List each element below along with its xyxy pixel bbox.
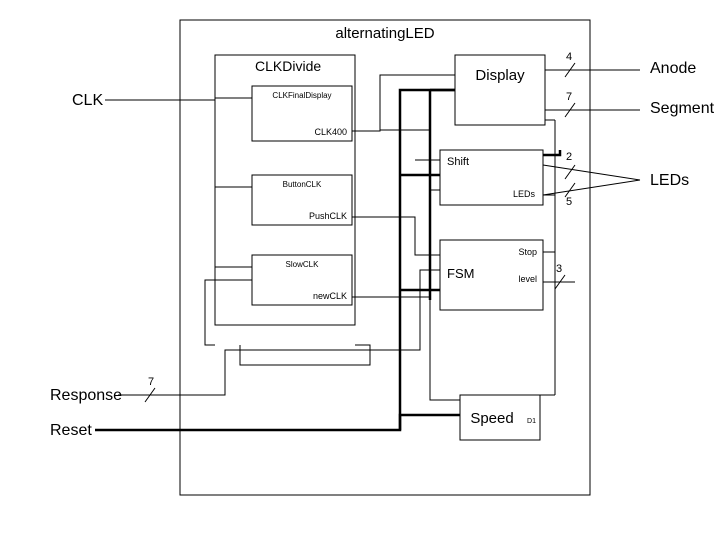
svg-text:Response: Response — [50, 387, 122, 404]
svg-text:CLK400: CLK400 — [314, 127, 347, 137]
svg-text:alternatingLED: alternatingLED — [335, 25, 434, 42]
svg-text:3: 3 — [556, 263, 562, 275]
svg-text:LEDs: LEDs — [650, 172, 689, 189]
svg-text:Stop: Stop — [518, 247, 537, 257]
svg-text:5: 5 — [566, 196, 572, 208]
svg-text:newCLK: newCLK — [313, 291, 347, 301]
svg-text:D1: D1 — [527, 418, 536, 425]
svg-text:PushCLK: PushCLK — [309, 211, 347, 221]
svg-text:Shift: Shift — [447, 156, 469, 168]
svg-text:7: 7 — [566, 91, 572, 103]
svg-text:CLK: CLK — [72, 92, 103, 109]
svg-text:CLKFinalDisplay: CLKFinalDisplay — [272, 91, 331, 100]
svg-text:2: 2 — [566, 151, 572, 163]
svg-text:level: level — [518, 274, 537, 284]
svg-text:4: 4 — [566, 51, 572, 63]
svg-text:LEDs: LEDs — [513, 189, 536, 199]
svg-text:Speed: Speed — [470, 410, 513, 427]
svg-text:FSM: FSM — [447, 266, 474, 281]
svg-text:Reset: Reset — [50, 422, 92, 439]
svg-text:ButtonCLK: ButtonCLK — [283, 180, 322, 189]
svg-text:7: 7 — [148, 376, 154, 388]
svg-text:CLKDivide: CLKDivide — [255, 58, 321, 74]
svg-text:Display: Display — [475, 67, 525, 84]
svg-text:Anode: Anode — [650, 60, 696, 77]
svg-text:SlowCLK: SlowCLK — [286, 260, 320, 269]
svg-text:Segment: Segment — [650, 100, 715, 117]
